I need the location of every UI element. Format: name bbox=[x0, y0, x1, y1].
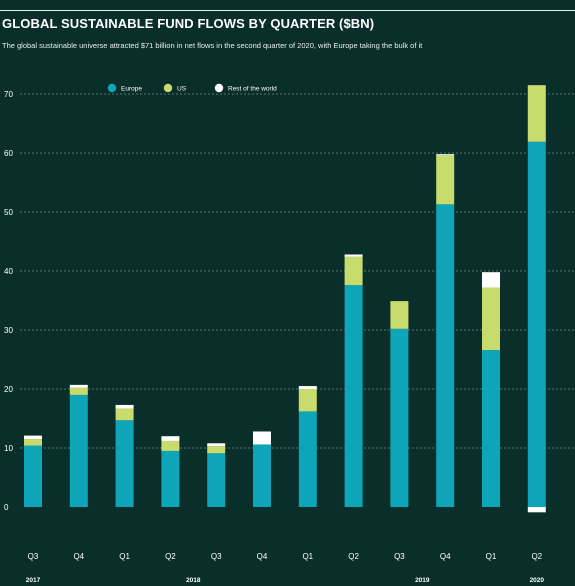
y-tick-label: 10 bbox=[4, 444, 13, 453]
x-tick-label: Q1 bbox=[119, 552, 130, 561]
top-rule bbox=[0, 10, 575, 11]
bar-segment bbox=[115, 408, 134, 421]
bar-segment bbox=[344, 256, 363, 286]
x-tick-label: Q2 bbox=[531, 552, 542, 561]
bar-segment bbox=[69, 387, 88, 395]
x-tick-label: Q2 bbox=[165, 552, 176, 561]
x-tick-label: Q1 bbox=[486, 552, 497, 561]
bar-segment bbox=[161, 436, 180, 441]
x-tick-label: Q3 bbox=[211, 552, 222, 561]
bar-segment bbox=[207, 443, 226, 447]
bar-segment bbox=[344, 254, 363, 257]
bar-segment bbox=[527, 85, 546, 142]
bar-segment bbox=[253, 444, 271, 507]
bar-segment bbox=[207, 453, 226, 507]
bar-segment bbox=[253, 431, 271, 445]
legend-label: Rest of the world bbox=[228, 86, 277, 93]
legend-swatch bbox=[214, 83, 224, 93]
bar-segment bbox=[482, 287, 500, 351]
bar-segment bbox=[161, 440, 180, 451]
x-tick-label: Q3 bbox=[28, 552, 39, 561]
bar-segment bbox=[527, 507, 546, 513]
bar-segment bbox=[482, 350, 500, 507]
bar-segment bbox=[24, 439, 42, 446]
bar-segment bbox=[161, 450, 180, 507]
bar-segment bbox=[298, 389, 317, 412]
chart-subtitle: The global sustainable universe attracte… bbox=[2, 41, 423, 50]
y-tick-label: 50 bbox=[4, 208, 13, 217]
y-tick-label: 0 bbox=[4, 503, 9, 512]
x-tick-label: Q4 bbox=[73, 552, 84, 561]
year-label: 2018 bbox=[186, 577, 201, 584]
x-tick-label: Q2 bbox=[348, 552, 359, 561]
bar-segment bbox=[482, 272, 500, 288]
y-tick-label: 20 bbox=[4, 385, 13, 394]
legend-swatch bbox=[107, 83, 117, 93]
x-tick-label: Q4 bbox=[257, 552, 268, 561]
bar-segment bbox=[390, 301, 409, 329]
legend-label: US bbox=[177, 86, 187, 93]
chart-title: GLOBAL SUSTAINABLE FUND FLOWS BY QUARTER… bbox=[2, 16, 375, 31]
legend-swatch bbox=[163, 83, 173, 93]
y-tick-label: 30 bbox=[4, 326, 13, 335]
x-tick-label: Q1 bbox=[302, 552, 313, 561]
y-tick-label: 40 bbox=[4, 267, 13, 276]
bar-segment bbox=[69, 394, 88, 507]
bar-segment bbox=[207, 446, 226, 454]
bar-segment bbox=[69, 384, 88, 388]
legend-label: Europe bbox=[121, 86, 142, 93]
bar-segment bbox=[436, 154, 455, 156]
year-label: 2017 bbox=[26, 577, 41, 584]
x-tick-label: Q4 bbox=[440, 552, 451, 561]
bar-segment bbox=[436, 155, 455, 205]
bar-segment bbox=[298, 411, 317, 507]
bar-segment bbox=[436, 204, 455, 507]
x-tick-label: Q3 bbox=[394, 552, 405, 561]
bar-segment bbox=[344, 285, 363, 507]
bar-segment bbox=[390, 328, 409, 507]
year-label: 2020 bbox=[530, 577, 545, 584]
bar-segment bbox=[24, 435, 42, 440]
bar-segment bbox=[298, 386, 317, 389]
bar-segment bbox=[24, 445, 42, 507]
y-tick-label: 70 bbox=[4, 90, 13, 99]
bar-segment bbox=[115, 404, 134, 409]
bar-segment bbox=[115, 420, 134, 507]
bar-segment bbox=[527, 141, 546, 508]
y-tick-label: 60 bbox=[4, 149, 13, 158]
year-label: 2019 bbox=[415, 577, 430, 584]
